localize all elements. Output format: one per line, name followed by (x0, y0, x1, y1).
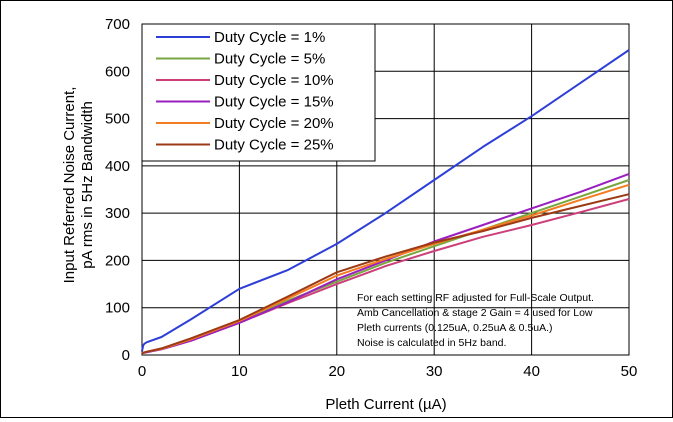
x-tick-label: 30 (426, 363, 443, 380)
y-tick-label: 400 (105, 158, 130, 175)
legend-label: Duty Cycle = 1% (214, 29, 325, 46)
series-line-1 (141, 49, 630, 352)
annotation-line: Amb Cancellation & stage 2 Gain = 4 used… (357, 307, 593, 319)
x-tick-label: 50 (621, 363, 638, 380)
annotation-line: For each setting RF adjusted for Full-Sc… (357, 292, 594, 304)
y-axis-label-line2: pA rms in 5Hz Bandwidth (79, 101, 96, 269)
x-tick-label: 20 (328, 363, 345, 380)
series-group (141, 49, 630, 355)
plot-area (141, 23, 630, 356)
y-tick-label: 300 (105, 205, 130, 222)
annotation-line: Noise is calculated in 5Hz band. (357, 337, 506, 349)
x-tick-label: 10 (231, 363, 248, 380)
legend-label: Duty Cycle = 25% (214, 137, 334, 154)
y-tick-label: 100 (105, 300, 130, 317)
legend-label: Duty Cycle = 10% (214, 72, 334, 89)
x-tick-label: 40 (523, 363, 540, 380)
annotation-line: Pleth currents (0.125uA, 0.25uA & 0.5uA.… (357, 322, 553, 334)
legend-label: Duty Cycle = 15% (214, 94, 334, 111)
y-tick-label: 500 (105, 111, 130, 128)
y-tick-label: 700 (105, 16, 130, 33)
legend-box (141, 23, 376, 162)
legend: Duty Cycle = 1% Duty Cycle = 5% Duty Cycle… (141, 23, 376, 162)
series-line-6 (141, 193, 630, 355)
legend-label: Duty Cycle = 5% (214, 51, 325, 68)
y-tick-label: 200 (105, 252, 130, 269)
legend-label: Duty Cycle = 20% (214, 115, 334, 132)
y-tick-label: 0 (122, 347, 130, 364)
y-tick-label: 600 (105, 63, 130, 80)
y-axis-label-line1: Input Referred Noise Current, (61, 87, 78, 284)
x-tick-label: 0 (138, 363, 146, 380)
x-axis-label: Pleth Current (µA) (325, 396, 446, 413)
annotation: For each setting RF adjusted for Full-Sc… (357, 292, 594, 349)
